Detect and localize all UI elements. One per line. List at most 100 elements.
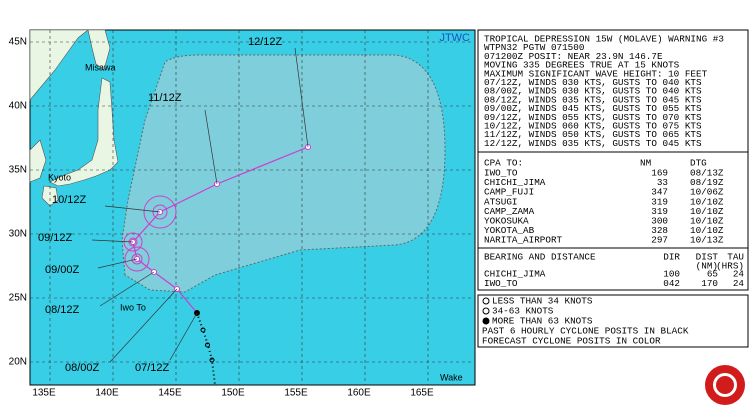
mainland xyxy=(29,29,89,101)
cpa-cell: 08/13Z xyxy=(690,167,724,178)
legend-text: MORE THAN 63 KNOTS xyxy=(492,315,593,326)
lat-label: 25N xyxy=(9,293,27,304)
warning-line: 09/12Z, WINDS 055 KTS, GUSTS TO 070 KTS xyxy=(484,112,702,123)
cpa-cell: 319 xyxy=(651,196,668,207)
legend-text: FORECAST CYCLONE POSITS IN COLOR xyxy=(482,335,661,346)
track-label: 09/00Z xyxy=(45,264,80,276)
past-point xyxy=(205,342,210,348)
track-label: 10/12Z xyxy=(52,194,87,206)
leader-line xyxy=(169,312,198,361)
warning-line: 07/12Z, WINDS 030 KTS, GUSTS TO 040 KTS xyxy=(484,77,702,88)
leader-line xyxy=(97,258,138,269)
wind-radius xyxy=(152,204,168,220)
lat-label: 45N xyxy=(9,37,27,48)
cpa-cell: CAMP_ZAMA xyxy=(484,206,535,217)
legend-symbol xyxy=(482,317,490,325)
place-name: Misawa xyxy=(85,62,116,72)
cpa-header: CPA TO: xyxy=(484,157,523,168)
cpa-header: DTG xyxy=(690,157,707,168)
legend-symbol xyxy=(482,307,490,315)
cpa-cell: 328 xyxy=(651,225,668,236)
bearing-cell: 24 xyxy=(733,278,745,289)
bearing-cell: CHICHI_JIMA xyxy=(484,268,546,279)
warning-line: 08/00Z, WINDS 030 KTS, GUSTS TO 040 KTS xyxy=(484,86,702,97)
lon-label: 145E xyxy=(158,388,182,399)
track-label: 11/12Z xyxy=(148,92,182,104)
cpa-cell: 347 xyxy=(651,187,668,198)
lat-label: 35N xyxy=(9,165,27,176)
leader-line xyxy=(104,205,161,213)
past-point xyxy=(209,357,215,363)
warning-line: 09/00Z, WINDS 045 KTS, GUSTS TO 055 KTS xyxy=(484,103,702,114)
warning-line: 12/12Z, WINDS 035 KTS, GUSTS TO 045 KTS xyxy=(484,138,702,149)
legend-text: LESS THAN 34 KNOTS xyxy=(492,295,593,306)
lon-label: 155E xyxy=(284,388,308,399)
warning-line: MOVING 335 DEGREES TRUE AT 15 KNOTS xyxy=(484,60,680,71)
bearing-header: DIR xyxy=(663,251,680,262)
honshu xyxy=(49,77,119,187)
lat-label: 40N xyxy=(9,101,27,112)
track-label: 08/00Z xyxy=(65,362,100,374)
warning-line: 11/12Z, WINDS 050 KTS, GUSTS TO 065 KTS xyxy=(484,129,702,140)
track-label: 07/12Z xyxy=(135,362,170,374)
past-track xyxy=(196,312,216,386)
cpa-cell: 10/10Z xyxy=(690,215,724,226)
cpa-cell: 33 xyxy=(657,177,668,188)
cpa-cell: 10/10Z xyxy=(690,206,724,217)
cpa-cell: NARITA_AIRPORT xyxy=(484,235,563,246)
bearing-cell: 24 xyxy=(733,268,745,279)
cpa-cell: 10/06Z xyxy=(690,187,724,198)
lon-label: 135E xyxy=(32,388,56,399)
bearing-cell: 100 xyxy=(663,268,680,279)
cpa-cell: ATSUGI xyxy=(484,196,517,207)
legend-symbol xyxy=(482,297,490,305)
cpa-cell: 297 xyxy=(651,235,668,246)
place-name: Iwo To xyxy=(120,302,146,312)
cpa-cell: YOKOTA_AB xyxy=(484,225,535,236)
bearing-unit: (NM) xyxy=(696,260,718,271)
leader-line xyxy=(109,288,178,363)
lon-label: 165E xyxy=(410,388,434,399)
leader-line xyxy=(91,239,134,243)
cpa-cell: YOKOSUKA xyxy=(484,215,529,226)
bearing-header: BEARING AND DISTANCE xyxy=(484,251,596,262)
cpa-cell: CHICHI_JIMA xyxy=(484,177,546,188)
track-label: 09/12Z xyxy=(38,232,73,244)
lon-label: 160E xyxy=(347,388,371,399)
legend-text: PAST 6 HOURLY CYCLONE POSITS IN BLACK xyxy=(482,325,689,336)
hokkaido xyxy=(87,29,111,71)
place-name: Kyoto xyxy=(48,172,71,182)
cpa-cell: 10/10Z xyxy=(690,225,724,236)
danger-area xyxy=(121,54,446,293)
bearing-cell: 042 xyxy=(663,278,680,289)
lon-label: 140E xyxy=(95,388,119,399)
cpa-cell: 319 xyxy=(651,206,668,217)
leader-line xyxy=(204,109,218,185)
bearing-cell: IWO_TO xyxy=(484,278,518,289)
korea xyxy=(29,139,47,183)
cpa-cell: 300 xyxy=(651,215,668,226)
past-point xyxy=(200,327,206,333)
bearing-cell: 65 xyxy=(707,268,718,279)
leader-line xyxy=(294,47,309,148)
track-label: 08/12Z xyxy=(45,304,80,316)
lon-label: 150E xyxy=(221,388,245,399)
cpa-header: NM xyxy=(640,157,651,168)
lat-label: 30N xyxy=(9,229,27,240)
cpa-cell: CAMP_FUJI xyxy=(484,187,534,198)
kyushu xyxy=(41,185,59,207)
place-name: Wake xyxy=(440,372,463,382)
agency: JTWC xyxy=(439,32,470,44)
legend-box xyxy=(477,294,749,348)
wind-radius xyxy=(124,246,150,272)
warning-line: 10/12Z, WINDS 060 KTS, GUSTS TO 075 KTS xyxy=(484,120,702,131)
lat-label: 20N xyxy=(9,357,27,368)
warning-line: MAXIMUM SIGNIFICANT WAVE HEIGHT: 10 FEET xyxy=(484,68,708,79)
warning-line: WTPN32 PGTW 071500 xyxy=(484,42,584,53)
legend-text: 34-63 KNOTS xyxy=(492,305,554,316)
track-label: 12/12Z xyxy=(248,36,283,48)
cpa-cell: 169 xyxy=(651,167,668,178)
wind-radius xyxy=(143,195,177,229)
cpa-cell: 10/10Z xyxy=(690,196,724,207)
